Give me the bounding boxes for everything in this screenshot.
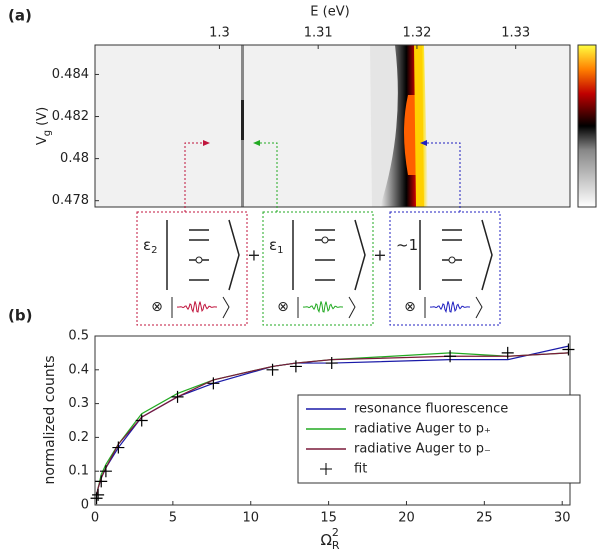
fit-marker xyxy=(90,492,103,505)
fit-marker xyxy=(95,475,108,488)
state-box xyxy=(389,211,501,326)
y-tick-label: 0.5 xyxy=(68,329,89,344)
ket-angle xyxy=(354,219,366,291)
arrowhead xyxy=(420,140,427,146)
series-line xyxy=(95,352,569,495)
x-tick-label: 30 xyxy=(554,511,571,526)
photon-wave xyxy=(176,301,218,314)
plus: + xyxy=(247,246,260,265)
legend-label: resonance fluorescence xyxy=(354,402,508,417)
state-coef: ~1 xyxy=(396,236,418,254)
ket-angle xyxy=(348,296,356,319)
y-tick-label: 0.478 xyxy=(52,193,89,208)
y-tick-label: 0.2 xyxy=(68,430,89,445)
arrows xyxy=(184,142,461,212)
ket-angle xyxy=(475,296,483,319)
x-tick-label: 5 xyxy=(169,511,177,526)
ket-angle xyxy=(481,219,493,291)
state-coef: ε2 xyxy=(143,236,157,257)
fit-marker xyxy=(562,343,575,356)
y-tick-label: 0.48 xyxy=(60,151,89,166)
y-label-sub: g xyxy=(42,130,53,136)
state-box xyxy=(262,211,374,326)
photon-wave xyxy=(302,301,344,314)
x-tick-label: 25 xyxy=(476,511,493,526)
legend-marker xyxy=(320,463,332,475)
x-tick-label: 1.3 xyxy=(209,26,230,41)
legend-label: radiative Auger to p₋ xyxy=(354,442,491,457)
y-label-main: V xyxy=(35,136,50,145)
y-tick-label: 0 xyxy=(81,498,89,513)
coef-text: ε xyxy=(143,236,151,254)
y-axis-label: normalized counts xyxy=(42,355,58,484)
coef-text: ε xyxy=(269,236,277,254)
y-tick-label: 0.484 xyxy=(52,67,89,82)
y-tick-label: 0.1 xyxy=(68,464,89,479)
particle xyxy=(195,256,203,264)
plus: + xyxy=(373,246,386,265)
tensor: ⊗ xyxy=(151,299,163,315)
state-coef: ε1 xyxy=(269,236,283,257)
fit-marker xyxy=(112,441,125,454)
fit-marker xyxy=(266,363,279,376)
series-line xyxy=(95,352,569,495)
fit-marker xyxy=(444,350,457,363)
x-tick-label: 15 xyxy=(320,511,337,526)
plot-frame xyxy=(94,44,571,208)
coef-text: ~1 xyxy=(396,236,418,254)
y-label-rest: (V) xyxy=(35,107,50,126)
panel-label: (a) xyxy=(8,7,32,25)
ket-angle xyxy=(228,219,240,291)
x-label-sup: 2 xyxy=(332,526,339,539)
fit-marker xyxy=(135,414,148,427)
x-label-main: Ω xyxy=(320,531,331,549)
coef-sub: 1 xyxy=(277,245,283,256)
fit-marker xyxy=(92,488,105,501)
fit-marker xyxy=(289,360,302,373)
x-axis-label: Ω2 R xyxy=(320,526,339,552)
y-axis-label: Vg (V) xyxy=(35,107,54,145)
y-tick-label: 0.4 xyxy=(68,362,89,377)
fit-marker xyxy=(207,377,220,390)
x-tick-label: 20 xyxy=(398,511,415,526)
panel-label: (b) xyxy=(8,307,32,325)
photon-wave xyxy=(429,301,471,314)
fit-marker xyxy=(99,465,112,478)
x-tick-label: 10 xyxy=(242,511,259,526)
fit-marker xyxy=(325,357,338,370)
fit-marker xyxy=(501,346,514,359)
y-tick-label: 0.482 xyxy=(52,109,89,124)
x-axis-label: E (eV) xyxy=(310,5,349,20)
x-tick-label: 1.31 xyxy=(304,26,333,41)
x-label-sub: R xyxy=(332,539,340,552)
legend-label: radiative Auger to p₊ xyxy=(354,422,491,437)
y-tick-label: 0.3 xyxy=(68,396,89,411)
tensor: ⊗ xyxy=(404,299,416,315)
state-box xyxy=(136,211,248,326)
fit-marker xyxy=(171,390,184,403)
particle xyxy=(448,256,456,264)
arrowhead xyxy=(253,140,260,146)
x-tick-label: 1.33 xyxy=(501,26,530,41)
x-tick-label: 0 xyxy=(91,511,99,526)
ket-angle xyxy=(222,296,230,319)
colorbar xyxy=(577,44,597,208)
tensor: ⊗ xyxy=(277,299,289,315)
legend-label: fit xyxy=(354,462,367,477)
arrowhead xyxy=(203,140,210,146)
coef-sub: 2 xyxy=(151,245,157,256)
heatmap-image xyxy=(95,45,570,207)
x-tick-label: 1.32 xyxy=(402,26,431,41)
particle xyxy=(321,236,329,244)
